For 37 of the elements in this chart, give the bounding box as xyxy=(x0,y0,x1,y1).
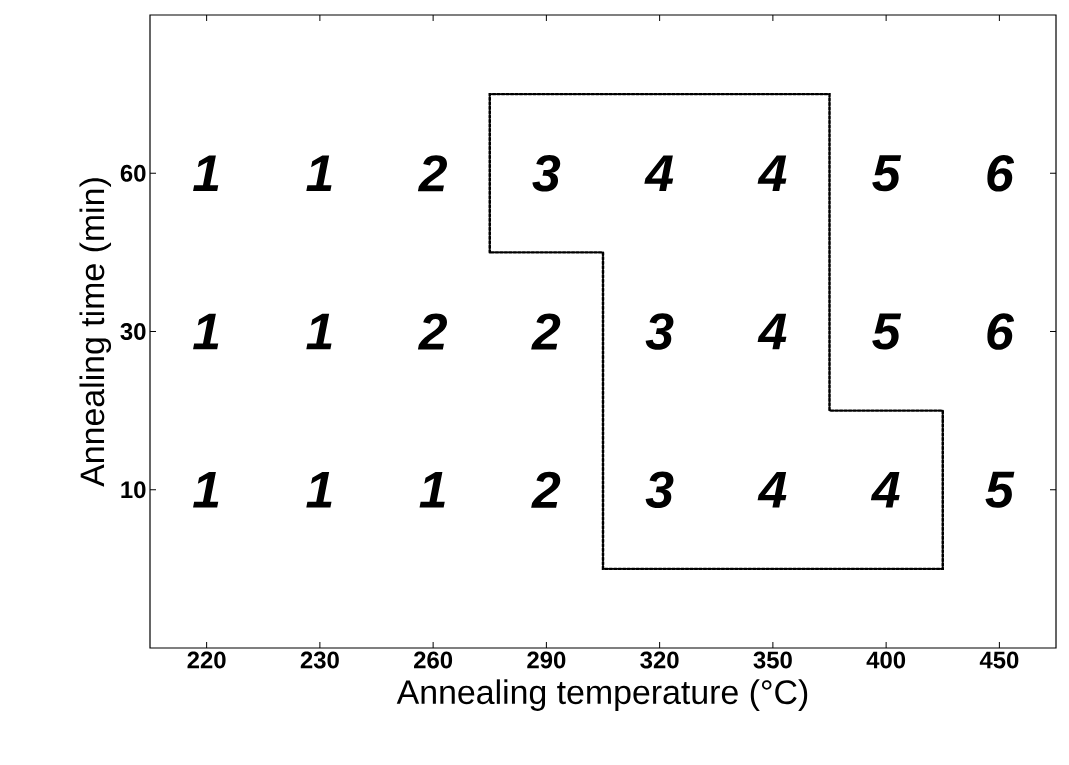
data-label: 2 xyxy=(417,155,447,192)
y-axis-title: Annealing time (min) xyxy=(79,178,112,487)
data-label: 1 xyxy=(306,155,332,192)
data-label: 1 xyxy=(193,155,219,192)
x-axis-title: Annealing temperature (°C) xyxy=(396,679,808,711)
data-label: 4 xyxy=(757,313,787,350)
data-label: 5 xyxy=(872,313,902,350)
data-label: 2 xyxy=(417,313,447,350)
data-label: 5 xyxy=(985,471,1015,508)
data-label: 3 xyxy=(645,471,674,509)
data-label: 6 xyxy=(987,313,1015,350)
data-label: 4 xyxy=(644,155,674,192)
x-tick-label: 260 xyxy=(414,651,453,669)
data-label: 1 xyxy=(306,313,332,350)
data-label: 3 xyxy=(532,154,561,192)
data-label: 4 xyxy=(757,155,787,192)
data-label: 2 xyxy=(531,313,561,350)
y-tick-label: 10 xyxy=(121,481,146,499)
data-label: 1 xyxy=(306,471,332,508)
y-tick-label: 60 xyxy=(120,164,146,182)
x-tick-label: 290 xyxy=(527,651,566,669)
x-tick-label: 320 xyxy=(640,651,679,669)
data-label: 6 xyxy=(987,154,1015,192)
data-label: 4 xyxy=(757,471,787,508)
x-tick-label: 230 xyxy=(300,651,339,669)
x-tick-label: 350 xyxy=(753,651,792,669)
data-label: 1 xyxy=(419,471,445,508)
x-tick-label: 400 xyxy=(866,651,906,669)
x-tick-label: 450 xyxy=(979,651,1019,669)
data-label: 1 xyxy=(193,471,219,508)
x-tick-label: 220 xyxy=(187,651,226,669)
y-tick-label: 30 xyxy=(120,323,146,340)
data-label: 2 xyxy=(531,471,561,508)
data-label: 1 xyxy=(193,313,219,350)
data-label: 5 xyxy=(872,155,902,192)
data-label: 4 xyxy=(870,471,900,508)
data-label: 3 xyxy=(645,313,674,350)
